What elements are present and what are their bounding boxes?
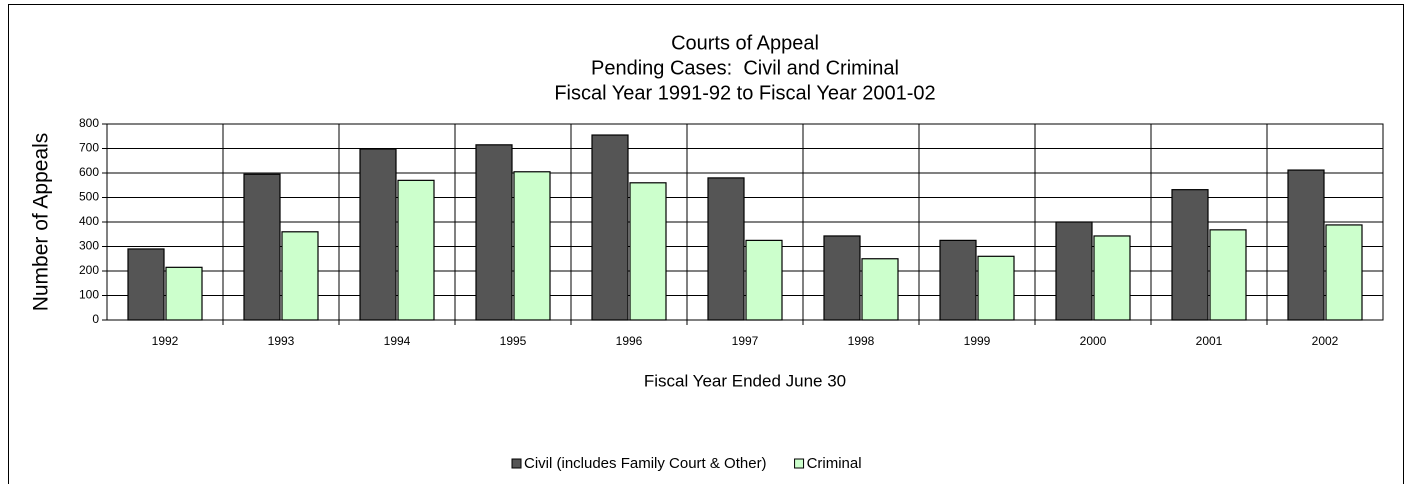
bar	[397, 179, 435, 321]
legend-swatch	[511, 458, 522, 469]
bar	[629, 182, 667, 321]
y-tick-label: 200	[79, 263, 99, 277]
y-tick-label: 300	[79, 239, 99, 253]
bar	[1055, 221, 1093, 321]
legend-swatch	[794, 458, 805, 469]
bar	[591, 134, 629, 321]
x-tick-label: 1997	[732, 334, 759, 348]
bar	[475, 144, 513, 321]
bar	[359, 148, 397, 321]
y-tick-label: 400	[79, 214, 99, 228]
x-tick-label: 1994	[384, 334, 411, 348]
x-tick-label: 1995	[500, 334, 527, 348]
x-tick-label: 1999	[964, 334, 991, 348]
bar	[1287, 169, 1325, 321]
chart-title: Fiscal Year 1991-92 to Fiscal Year 2001-…	[554, 82, 935, 104]
bar	[823, 235, 861, 321]
chart-title: Pending Cases: Civil and Criminal	[591, 57, 899, 79]
bar	[1093, 235, 1131, 321]
bar	[745, 239, 783, 321]
y-axis-title: Number of Appeals	[30, 133, 53, 312]
y-tick-label: 800	[79, 116, 99, 130]
bar	[281, 231, 319, 321]
x-tick-label: 2001	[1196, 334, 1223, 348]
x-tick-label: 1992	[152, 334, 179, 348]
bar	[977, 255, 1015, 321]
bar	[165, 266, 203, 321]
x-tick-label: 2002	[1312, 334, 1339, 348]
legend-label: Criminal	[807, 455, 862, 472]
y-tick-label: 500	[79, 190, 99, 204]
bar	[1171, 189, 1209, 321]
x-tick-label: 1993	[268, 334, 295, 348]
bar	[513, 171, 551, 321]
y-tick-label: 0	[92, 312, 99, 326]
y-tick-label: 600	[79, 165, 99, 179]
x-tick-label: 2000	[1080, 334, 1107, 348]
bar	[243, 173, 281, 321]
legend-label: Civil (includes Family Court & Other)	[524, 455, 767, 472]
bar	[707, 177, 745, 321]
x-axis-title: Fiscal Year Ended June 30	[644, 371, 846, 390]
bar	[127, 248, 165, 321]
chart-title: Courts of Appeal	[671, 32, 819, 54]
bar	[939, 239, 977, 321]
y-tick-label: 700	[79, 141, 99, 155]
bar	[1325, 224, 1363, 321]
x-tick-label: 1998	[848, 334, 875, 348]
bar	[1209, 229, 1247, 321]
bar	[861, 258, 899, 321]
y-tick-label: 100	[79, 288, 99, 302]
x-tick-label: 1996	[616, 334, 643, 348]
